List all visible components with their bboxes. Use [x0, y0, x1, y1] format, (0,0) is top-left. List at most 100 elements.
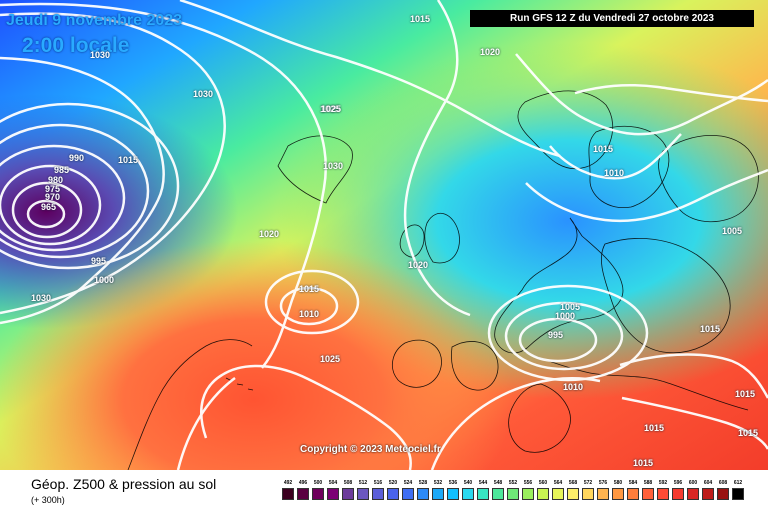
isobar-label: 1015 [700, 324, 721, 334]
isobar-label: 1015 [644, 423, 665, 433]
scale-color-box [297, 488, 309, 500]
scale-value-label: 608 [718, 480, 728, 486]
scale-color-box [477, 488, 489, 500]
scale-color-box [447, 488, 459, 500]
scale-value-label: 528 [418, 480, 428, 486]
high-pressure-center: 1030 [323, 161, 344, 171]
scale-value-label: 500 [313, 480, 323, 486]
isobar-label: 1005 [560, 302, 581, 312]
isobar-label: 1030 [31, 293, 52, 303]
scale-color-box [657, 488, 669, 500]
scale-color-box [552, 488, 564, 500]
scale-value-label: 508 [343, 480, 353, 486]
scale-color-box [387, 488, 399, 500]
coastlines [127, 90, 759, 470]
lead-time: (+ 300h) [31, 495, 65, 505]
scale-color-box [597, 488, 609, 500]
isobar-label: 1015 [633, 458, 654, 468]
scale-color-box [327, 488, 339, 500]
scale-color-box [717, 488, 729, 500]
weather-map: Jeudi 9 novembre 2023 2:00 locale Run GF… [0, 0, 768, 470]
low-pressure-center: 965 [41, 202, 57, 212]
scale-value-label: 492 [283, 480, 293, 486]
scale-color-box [507, 488, 519, 500]
scale-value-label: 552 [508, 480, 518, 486]
isobar-label: 1015 [410, 14, 431, 24]
isobar-label: 1025 [320, 104, 341, 114]
scale-value-label: 596 [673, 480, 683, 486]
isobar-label: 1015 [299, 284, 320, 294]
scale-value-label: 532 [433, 480, 443, 486]
isobar-label: 1030 [193, 89, 214, 99]
scale-value-label: 548 [493, 480, 503, 486]
scale-value-label: 612 [733, 480, 743, 486]
isobar-label: 1015 [118, 155, 139, 165]
isobar-label: 970 [45, 192, 61, 202]
isobar-label: 1010 [604, 168, 625, 178]
scale-value-label: 592 [658, 480, 668, 486]
isobars [0, 0, 768, 470]
scale-value-label: 572 [583, 480, 593, 486]
isobar-label: 995 [91, 256, 107, 266]
scale-value-label: 568 [568, 480, 578, 486]
isobar-label: 1015 [593, 144, 614, 154]
isobar-label: 1020 [480, 47, 501, 57]
isobar-label: 1020 [408, 260, 429, 270]
forecast-date: Jeudi 9 novembre 2023 [6, 12, 183, 29]
scale-value-label: 560 [538, 480, 548, 486]
isobar-label: 1010 [563, 382, 584, 392]
scale-color-box [372, 488, 384, 500]
scale-color-box [567, 488, 579, 500]
isobar-label: 980 [48, 175, 64, 185]
scale-color-box [357, 488, 369, 500]
isobar-label: 1000 [555, 311, 576, 321]
scale-color-box [522, 488, 534, 500]
scale-color-box [402, 488, 414, 500]
scale-color-box [627, 488, 639, 500]
scale-value-label: 536 [448, 480, 458, 486]
isobar-label: 1005 [722, 226, 743, 236]
scale-color-box [342, 488, 354, 500]
model-run-info: Run GFS 12 Z du Vendredi 27 octobre 2023 [470, 10, 754, 27]
isobar-label: 1000 [94, 275, 115, 285]
z500-color-scale: 492 496 500 504 508 512 516 520 524 528 532 536 540 5… [282, 478, 750, 510]
scale-color-box [282, 488, 294, 500]
isobar-label: 990 [69, 153, 85, 163]
copyright-notice: Copyright © 2023 Meteociel.fr [300, 444, 441, 455]
scale-color-box [432, 488, 444, 500]
scale-color-box [417, 488, 429, 500]
scale-value-label: 512 [358, 480, 368, 486]
scale-color-box [312, 488, 324, 500]
isobar-label: 1020 [259, 229, 280, 239]
scale-value-label: 524 [403, 480, 413, 486]
scale-value-label: 516 [373, 480, 383, 486]
scale-color-box [672, 488, 684, 500]
product-title: Géop. Z500 & pression au sol [31, 476, 217, 492]
isobar-label: 1010 [299, 309, 320, 319]
low-pressure-center: 995 [548, 330, 564, 340]
isobar-label: 1025 [320, 354, 341, 364]
scale-value-label: 564 [553, 480, 563, 486]
scale-color-box [687, 488, 699, 500]
scale-value-label: 576 [598, 480, 608, 486]
scale-color-box [642, 488, 654, 500]
scale-value-label: 496 [298, 480, 308, 486]
scale-value-label: 540 [463, 480, 473, 486]
isobar-label: 1015 [738, 428, 759, 438]
scale-color-box [462, 488, 474, 500]
forecast-local-time: 2:00 locale [22, 34, 130, 57]
map-footer: Géop. Z500 & pression au sol (+ 300h) 49… [0, 470, 768, 512]
scale-value-label: 588 [643, 480, 653, 486]
scale-color-box [582, 488, 594, 500]
scale-value-label: 584 [628, 480, 638, 486]
scale-value-label: 544 [478, 480, 488, 486]
scale-value-label: 600 [688, 480, 698, 486]
scale-color-box [702, 488, 714, 500]
scale-value-label: 520 [388, 480, 398, 486]
scale-value-label: 556 [523, 480, 533, 486]
isobar-label: 975 [45, 184, 61, 194]
isobar-label: 1015 [735, 389, 756, 399]
scale-color-box [612, 488, 624, 500]
scale-color-box [537, 488, 549, 500]
isobar-label: 1025 [321, 104, 342, 114]
